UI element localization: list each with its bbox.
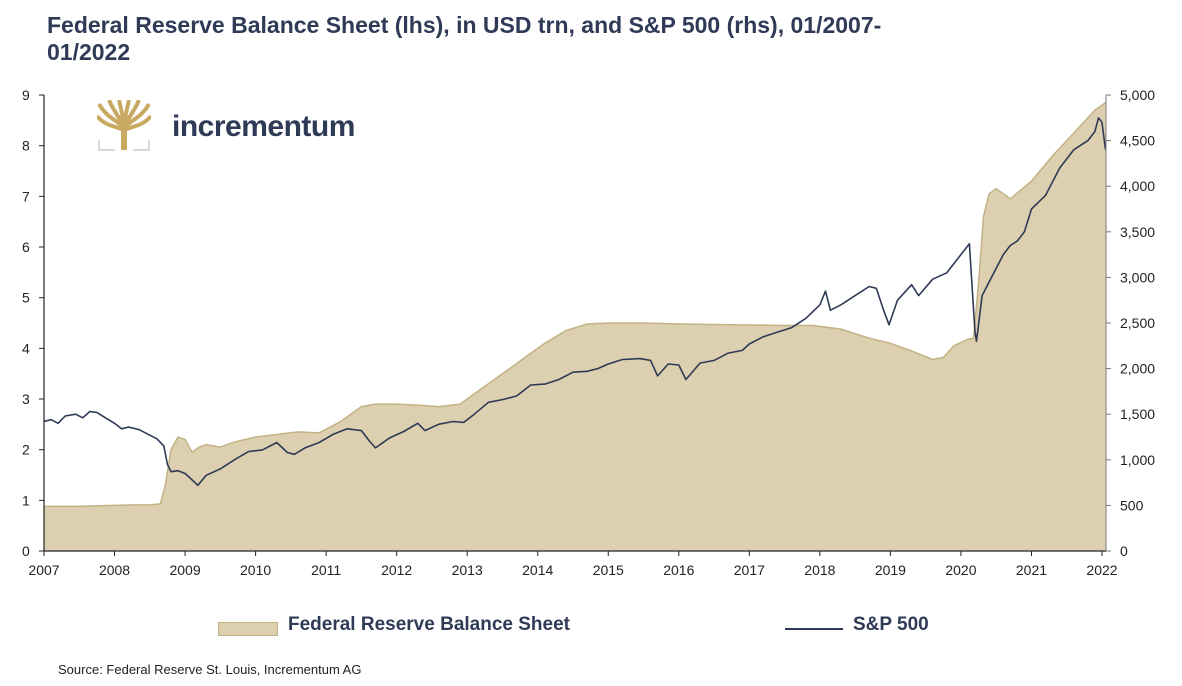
x-tick-label: 2017 [734, 562, 765, 578]
sp500-line [43, 117, 1107, 487]
right-tick-label: 4,500 [1120, 133, 1155, 149]
sp500-line-layer [43, 117, 1107, 487]
left-tick-label: 2 [22, 442, 30, 458]
chart-title-line-2: 01/2022 [47, 39, 131, 65]
right-tick-label: 3,000 [1120, 269, 1155, 285]
fed-area-layer [44, 101, 1106, 551]
left-tick-label: 3 [22, 391, 30, 407]
x-tick-label: 2008 [99, 562, 130, 578]
left-tick-label: 1 [22, 492, 30, 508]
left-tick-label: 8 [22, 138, 30, 154]
x-tick-label: 2019 [875, 562, 906, 578]
fed-balance-edge [44, 101, 1106, 508]
x-tick-label: 2011 [311, 562, 341, 578]
x-tick-label: 2009 [169, 562, 200, 578]
legend-fed-label: Federal Reserve Balance Sheet [288, 614, 570, 635]
x-tick-label: 2022 [1086, 562, 1117, 578]
source-note: Source: Federal Reserve St. Louis, Incre… [58, 662, 362, 677]
right-tick-label: 2,500 [1120, 315, 1155, 331]
right-tick-label: 0 [1120, 543, 1128, 559]
x-tick-label: 2013 [452, 562, 483, 578]
chart-title-line-1: Federal Reserve Balance Sheet (lhs), in … [47, 12, 882, 38]
x-tick-label: 2014 [522, 562, 553, 578]
x-tick-label: 2012 [381, 562, 412, 578]
left-tick-label: 6 [22, 239, 30, 255]
right-tick-label: 4,000 [1120, 178, 1155, 194]
legend-sp500-swatch [785, 628, 843, 630]
left-tick-label: 7 [22, 188, 30, 204]
left-tick-label: 5 [22, 290, 30, 306]
x-tick-label: 2021 [1016, 562, 1047, 578]
x-tick-label: 2018 [804, 562, 835, 578]
left-tick-label: 0 [22, 543, 30, 559]
right-tick-label: 500 [1120, 497, 1144, 513]
x-tick-label: 2010 [240, 562, 271, 578]
x-tick-label: 2016 [663, 562, 694, 578]
right-tick-label: 2,000 [1120, 361, 1155, 377]
fed-balance-area [44, 102, 1106, 551]
x-tick-label: 2007 [28, 562, 59, 578]
axes-layer: 0 1 2 3 4 5 6 7 8 9 0 500 1,000 1,500 2,000 2,500 3,000 3… [22, 87, 1155, 578]
x-tick-label: 2015 [593, 562, 624, 578]
left-tick-label: 9 [22, 87, 30, 103]
legend-fed-swatch [218, 622, 278, 636]
chart-title: Federal Reserve Balance Sheet (lhs), in … [47, 12, 1147, 66]
left-tick-label: 4 [22, 340, 30, 356]
right-tick-label: 1,500 [1120, 406, 1155, 422]
logo-text: incrementum [172, 110, 355, 143]
right-tick-label: 1,000 [1120, 452, 1155, 468]
legend-sp500-label: S&P 500 [853, 614, 929, 635]
right-tick-label: 5,000 [1120, 87, 1155, 103]
right-tick-label: 3,500 [1120, 224, 1155, 240]
tree-logo-icon [97, 100, 151, 151]
x-tick-label: 2020 [945, 562, 976, 578]
